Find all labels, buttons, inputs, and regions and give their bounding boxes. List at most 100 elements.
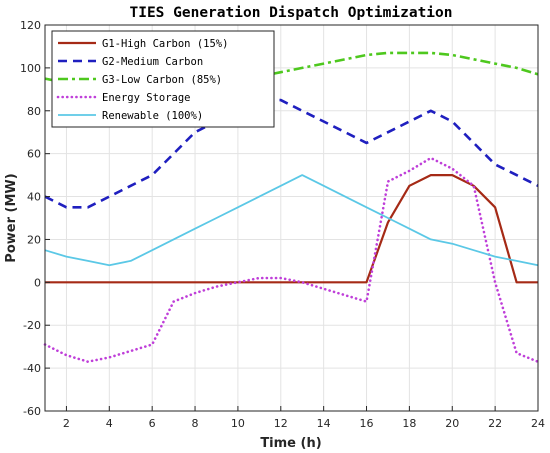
data-point-g1-high-carbon-15 xyxy=(407,183,412,188)
data-point-energy-storage xyxy=(514,351,519,356)
legend-label-renewable-100: Renewable (100%) xyxy=(102,110,203,122)
data-point-energy-storage xyxy=(364,299,369,304)
data-point-energy-storage xyxy=(471,183,476,188)
data-point-g1-high-carbon-15 xyxy=(193,280,198,285)
data-point-renewable-100 xyxy=(150,248,155,253)
x-tick-label: 8 xyxy=(192,417,199,430)
data-point-energy-storage xyxy=(407,168,412,173)
y-tick-label: 20 xyxy=(27,233,41,246)
data-point-renewable-100 xyxy=(321,183,326,188)
data-point-g2-medium-carbon xyxy=(385,130,390,135)
data-point-renewable-100 xyxy=(257,194,262,199)
y-tick-label: -40 xyxy=(23,362,41,375)
y-tick-label: 40 xyxy=(27,191,41,204)
data-point-g2-medium-carbon xyxy=(193,130,198,135)
x-tick-label: 22 xyxy=(488,417,502,430)
data-point-g1-high-carbon-15 xyxy=(278,280,283,285)
data-point-renewable-100 xyxy=(514,258,519,263)
plot-frame xyxy=(44,24,539,412)
data-point-renewable-100 xyxy=(343,194,348,199)
series-line-g1-high-carbon-15 xyxy=(45,174,538,284)
data-point-g2-medium-carbon xyxy=(514,173,519,178)
data-point-renewable-100 xyxy=(450,241,455,246)
x-tick-label: 20 xyxy=(445,417,459,430)
chart-title: TIES Generation Dispatch Optimization xyxy=(129,5,452,21)
data-point-g1-high-carbon-15 xyxy=(450,173,455,178)
data-point-g3-low-carbon-85 xyxy=(364,53,369,58)
y-tick-label: -60 xyxy=(23,405,41,418)
data-point-energy-storage xyxy=(278,276,283,281)
data-point-g2-medium-carbon xyxy=(450,119,455,124)
data-point-renewable-100 xyxy=(428,237,433,242)
data-point-g1-high-carbon-15 xyxy=(428,173,433,178)
series-line-g3-low-carbon-85 xyxy=(44,51,539,93)
data-point-energy-storage xyxy=(257,276,262,281)
y-tick-label: 0 xyxy=(34,276,41,289)
data-point-renewable-100 xyxy=(493,254,498,259)
data-point-renewable-100 xyxy=(64,254,69,259)
data-point-renewable-100 xyxy=(235,205,240,210)
data-point-renewable-100 xyxy=(85,258,90,263)
data-point-g2-medium-carbon xyxy=(128,183,133,188)
data-point-g1-high-carbon-15 xyxy=(364,280,369,285)
data-point-renewable-100 xyxy=(278,183,283,188)
data-point-g3-low-carbon-85 xyxy=(493,61,498,66)
data-point-g3-low-carbon-85 xyxy=(385,50,390,55)
data-point-g3-low-carbon-85 xyxy=(278,70,283,75)
data-point-energy-storage xyxy=(493,280,498,285)
data-point-energy-storage xyxy=(428,155,433,160)
data-point-g1-high-carbon-15 xyxy=(171,280,176,285)
data-point-g2-medium-carbon xyxy=(150,173,155,178)
x-tick-label: 24 xyxy=(531,417,545,430)
data-point-g2-medium-carbon xyxy=(364,140,369,145)
data-point-g2-medium-carbon xyxy=(107,194,112,199)
x-tick-label: 18 xyxy=(402,417,416,430)
x-tick-label: 14 xyxy=(317,417,331,430)
data-point-renewable-100 xyxy=(300,173,305,178)
axis-ticks: 2 4 6 8 10 12 14 16 18 20 22 24-60-40-2002040608010… xyxy=(20,19,545,430)
data-point-g2-medium-carbon xyxy=(278,98,283,103)
data-point-g1-high-carbon-15 xyxy=(85,280,90,285)
data-point-g2-medium-carbon xyxy=(343,130,348,135)
y-tick-label: 80 xyxy=(27,105,41,118)
data-point-energy-storage xyxy=(235,280,240,285)
data-point-renewable-100 xyxy=(128,258,133,263)
data-point-energy-storage xyxy=(107,355,112,360)
legend: G1-High Carbon (15%) G2-Medium Carbon G3-L… xyxy=(51,30,275,128)
series-line-g2-medium-carbon xyxy=(44,98,539,209)
data-point-g1-high-carbon-15 xyxy=(321,280,326,285)
data-point-g1-high-carbon-15 xyxy=(385,220,390,225)
data-point-energy-storage xyxy=(193,291,198,296)
data-point-energy-storage xyxy=(128,348,133,353)
data-point-renewable-100 xyxy=(193,226,198,231)
data-point-g3-low-carbon-85 xyxy=(471,57,476,62)
data-point-g1-high-carbon-15 xyxy=(150,280,155,285)
data-point-g2-medium-carbon xyxy=(407,119,412,124)
data-point-renewable-100 xyxy=(471,248,476,253)
data-point-energy-storage xyxy=(450,166,455,171)
x-tick-label: 12 xyxy=(274,417,288,430)
data-point-g1-high-carbon-15 xyxy=(343,280,348,285)
legend-label-g1-high-carbon-15: G1-High Carbon (15%) xyxy=(102,38,228,50)
y-tick-label: 100 xyxy=(20,62,41,75)
y-axis-title: Power (MW) xyxy=(4,173,19,262)
y-tick-label: 60 xyxy=(27,148,41,161)
data-point-g1-high-carbon-15 xyxy=(214,280,219,285)
data-point-energy-storage xyxy=(300,280,305,285)
data-point-g3-low-carbon-85 xyxy=(407,50,412,55)
data-point-renewable-100 xyxy=(385,216,390,221)
x-tick-label: 2 xyxy=(63,417,70,430)
series-group xyxy=(43,50,540,364)
x-tick-label: 10 xyxy=(231,417,245,430)
data-point-g2-medium-carbon xyxy=(300,108,305,113)
x-tick-label: 16 xyxy=(360,417,374,430)
y-tick-label: -20 xyxy=(23,319,41,332)
data-point-renewable-100 xyxy=(364,205,369,210)
data-point-g3-low-carbon-85 xyxy=(321,61,326,66)
data-point-g2-medium-carbon xyxy=(471,140,476,145)
legend-label-g2-medium-carbon: G2-Medium Carbon xyxy=(102,56,203,68)
data-point-g1-high-carbon-15 xyxy=(514,280,519,285)
data-point-g1-high-carbon-15 xyxy=(493,205,498,210)
